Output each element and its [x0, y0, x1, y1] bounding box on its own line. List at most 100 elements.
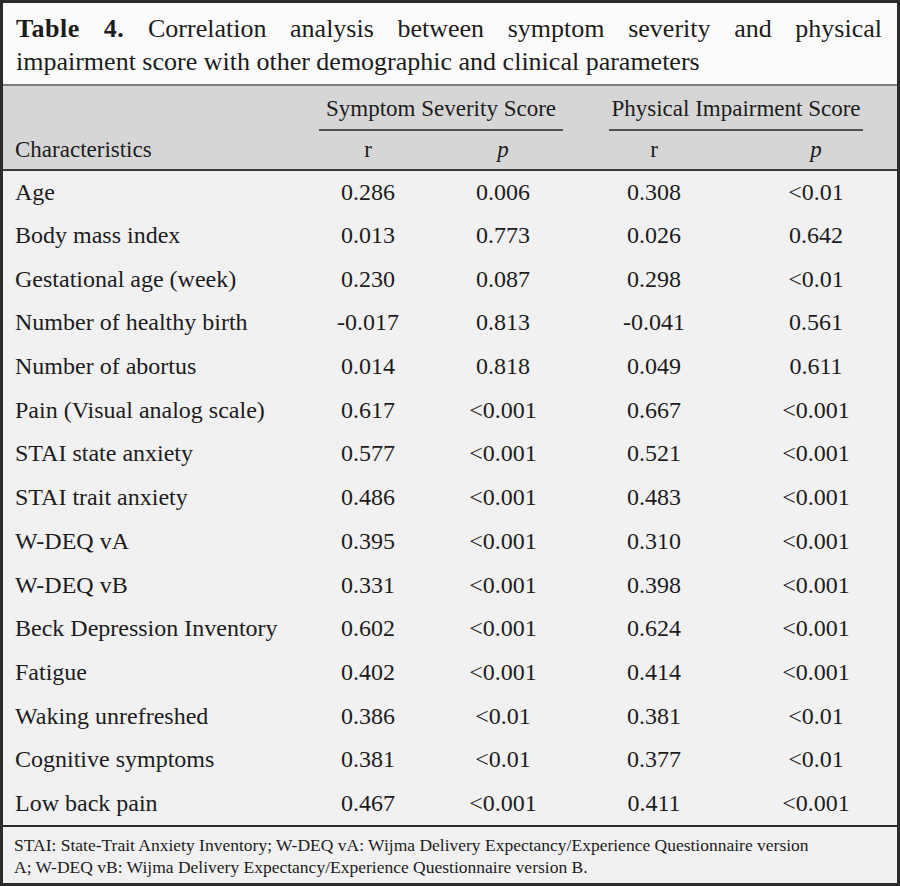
cell-p-physical: <0.01 — [735, 170, 897, 214]
cell-p-symptom: <0.01 — [433, 738, 573, 782]
row-label: W-DEQ vA — [3, 520, 303, 564]
empty-header-cell — [3, 85, 303, 131]
cell-r-physical: 0.667 — [573, 388, 735, 432]
cell-r-symptom: 0.381 — [303, 738, 433, 782]
cell-p-physical: <0.001 — [735, 563, 897, 607]
cell-r-symptom: -0.017 — [303, 301, 433, 345]
row-label: Pain (Visual analog scale) — [3, 388, 303, 432]
table-title: Table 4. Correlation analysis between sy… — [3, 3, 897, 84]
table-row: W-DEQ vA 0.395 <0.001 0.310 <0.001 — [3, 520, 897, 564]
footnote-line1: STAI: State-Trait Anxiety Inventory; W-D… — [14, 834, 885, 856]
cell-r-physical: 0.377 — [573, 738, 735, 782]
cell-r-physical: 0.308 — [573, 170, 735, 214]
cell-p-physical: <0.001 — [735, 520, 897, 564]
table-row: Number of healthy birth -0.017 0.813 -0.… — [3, 301, 897, 345]
cell-p-symptom: <0.001 — [433, 651, 573, 695]
table-row: Age 0.286 0.006 0.308 <0.01 — [3, 170, 897, 214]
table-row: W-DEQ vB 0.331 <0.001 0.398 <0.001 — [3, 563, 897, 607]
table-row: Gestational age (week) 0.230 0.087 0.298… — [3, 257, 897, 301]
cell-p-physical: 0.611 — [735, 345, 897, 389]
characteristics-header: Characteristics — [3, 131, 303, 170]
cell-p-symptom: <0.001 — [433, 782, 573, 826]
cell-p-physical: <0.001 — [735, 388, 897, 432]
cell-r-symptom: 0.577 — [303, 432, 433, 476]
cell-p-physical: 0.642 — [735, 214, 897, 258]
row-label: Number of abortus — [3, 345, 303, 389]
cell-p-physical: 0.561 — [735, 301, 897, 345]
cell-r-symptom: 0.395 — [303, 520, 433, 564]
cell-r-physical: 0.310 — [573, 520, 735, 564]
row-label: Waking unrefreshed — [3, 694, 303, 738]
table-row: Pain (Visual analog scale) 0.617 <0.001 … — [3, 388, 897, 432]
table-footnote: STAI: State-Trait Anxiety Inventory; W-D… — [3, 825, 897, 883]
cell-p-symptom: <0.001 — [433, 432, 573, 476]
cell-r-physical: -0.041 — [573, 301, 735, 345]
row-label: Beck Depression Inventory — [3, 607, 303, 651]
cell-p-symptom: <0.001 — [433, 520, 573, 564]
footnote-line2: A; W-DEQ vB: Wijma Delivery Expectancy/E… — [14, 856, 885, 878]
row-label: Fatigue — [3, 651, 303, 695]
table-header: Symptom Severity Score Physical Impairme… — [3, 85, 897, 170]
cell-r-symptom: 0.230 — [303, 257, 433, 301]
cell-p-physical: <0.001 — [735, 476, 897, 520]
table-title-line1: Table 4. Correlation analysis between sy… — [16, 12, 882, 45]
cell-r-physical: 0.521 — [573, 432, 735, 476]
cell-p-symptom: 0.773 — [433, 214, 573, 258]
table-row: Waking unrefreshed 0.386 <0.01 0.381 <0.… — [3, 694, 897, 738]
row-label: STAI trait anxiety — [3, 476, 303, 520]
table-row: STAI trait anxiety 0.486 <0.001 0.483 <0… — [3, 476, 897, 520]
cell-r-physical: 0.026 — [573, 214, 735, 258]
cell-r-symptom: 0.014 — [303, 345, 433, 389]
cell-r-symptom: 0.331 — [303, 563, 433, 607]
table-body: Age 0.286 0.006 0.308 <0.01 Body mass in… — [3, 170, 897, 825]
table-row: Cognitive symptoms 0.381 <0.01 0.377 <0.… — [3, 738, 897, 782]
cell-r-symptom: 0.286 — [303, 170, 433, 214]
table-title-line2: impairment score with other demographic … — [16, 45, 882, 78]
cell-p-physical: <0.01 — [735, 738, 897, 782]
cell-p-physical: <0.001 — [735, 782, 897, 826]
group-header-physical-impairment-label: Physical Impairment Score — [609, 96, 863, 131]
cell-p-physical: <0.01 — [735, 694, 897, 738]
cell-p-symptom: <0.001 — [433, 563, 573, 607]
cell-r-physical: 0.414 — [573, 651, 735, 695]
cell-p-symptom: 0.818 — [433, 345, 573, 389]
group-header-physical-impairment: Physical Impairment Score — [573, 85, 897, 131]
row-label: W-DEQ vB — [3, 563, 303, 607]
row-label: Cognitive symptoms — [3, 738, 303, 782]
cell-r-symptom: 0.617 — [303, 388, 433, 432]
row-label: Body mass index — [3, 214, 303, 258]
cell-p-symptom: <0.001 — [433, 388, 573, 432]
group-header-row: Symptom Severity Score Physical Impairme… — [3, 85, 897, 131]
table-row: Low back pain 0.467 <0.001 0.411 <0.001 — [3, 782, 897, 826]
subheader-r-symptom: r — [303, 131, 433, 170]
cell-p-symptom: 0.813 — [433, 301, 573, 345]
cell-r-physical: 0.049 — [573, 345, 735, 389]
table-row: Fatigue 0.402 <0.001 0.414 <0.001 — [3, 651, 897, 695]
subheader-p-physical: p — [735, 131, 897, 170]
row-label: Gestational age (week) — [3, 257, 303, 301]
row-label: Number of healthy birth — [3, 301, 303, 345]
cell-r-physical: 0.398 — [573, 563, 735, 607]
correlation-table: Symptom Severity Score Physical Impairme… — [3, 84, 897, 825]
cell-r-symptom: 0.013 — [303, 214, 433, 258]
cell-p-symptom: <0.01 — [433, 694, 573, 738]
cell-r-physical: 0.411 — [573, 782, 735, 826]
cell-r-symptom: 0.402 — [303, 651, 433, 695]
cell-p-symptom: 0.006 — [433, 170, 573, 214]
row-label: STAI state anxiety — [3, 432, 303, 476]
cell-p-physical: <0.001 — [735, 607, 897, 651]
subheader-p-symptom: p — [433, 131, 573, 170]
cell-r-symptom: 0.486 — [303, 476, 433, 520]
table-number-label: Table 4. — [16, 14, 124, 43]
cell-p-symptom: <0.001 — [433, 476, 573, 520]
cell-p-physical: <0.01 — [735, 257, 897, 301]
cell-p-symptom: <0.001 — [433, 607, 573, 651]
subheader-r-physical: r — [573, 131, 735, 170]
table-row: Beck Depression Inventory 0.602 <0.001 0… — [3, 607, 897, 651]
cell-p-physical: <0.001 — [735, 432, 897, 476]
row-label: Age — [3, 170, 303, 214]
cell-r-physical: 0.298 — [573, 257, 735, 301]
cell-p-symptom: 0.087 — [433, 257, 573, 301]
row-label: Low back pain — [3, 782, 303, 826]
sub-header-row: Characteristics r p r p — [3, 131, 897, 170]
